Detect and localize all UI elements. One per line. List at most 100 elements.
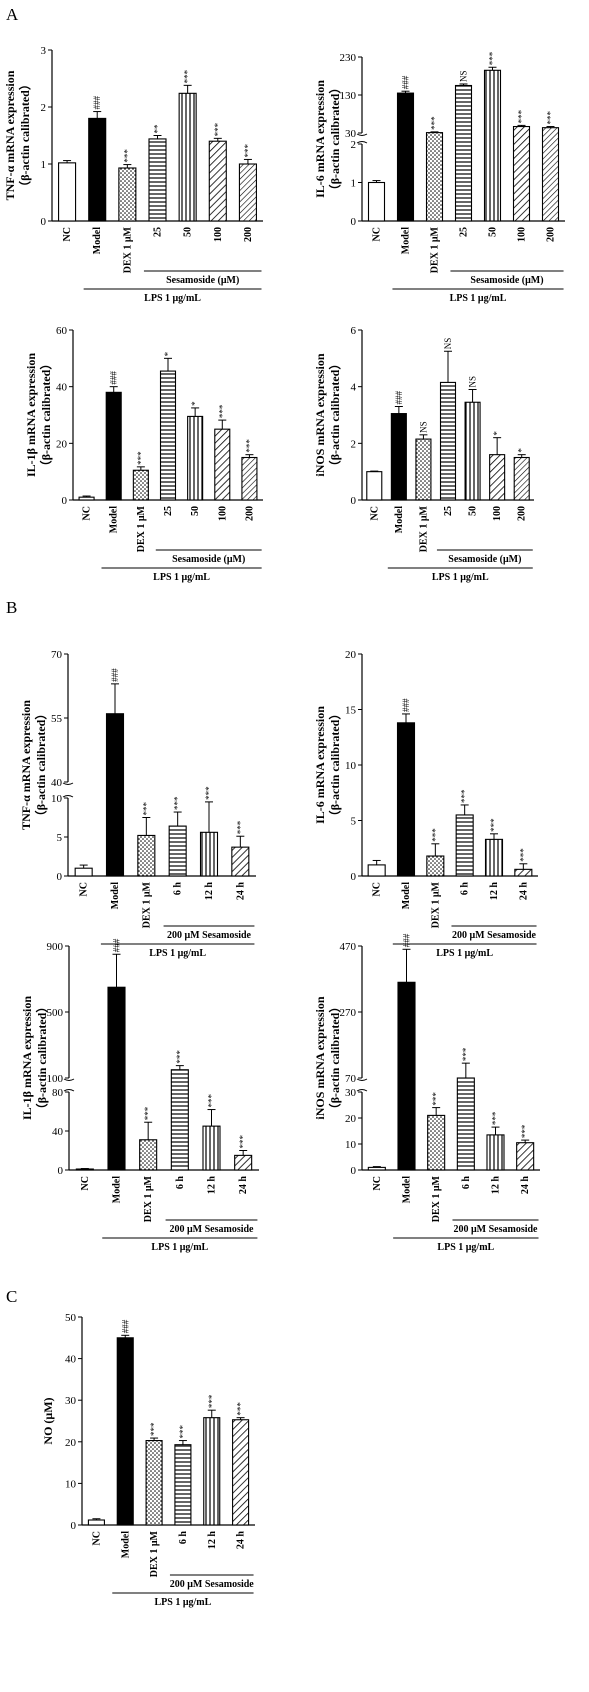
bar — [390, 413, 407, 501]
significance-label: ### — [92, 96, 102, 110]
bar — [75, 1168, 94, 1171]
y-tick-label: 10 — [51, 793, 63, 805]
y-tick-label: 3 — [41, 45, 47, 57]
y-axis-label: NO (μM) — [41, 1397, 55, 1444]
category-label: NC — [79, 882, 90, 896]
y-axis-label: TNF-α mRNA expression — [19, 700, 33, 830]
category-label: 12 h — [207, 1531, 218, 1550]
bar — [486, 1134, 505, 1171]
bar — [396, 92, 415, 222]
group-label: 200 μM Sesamoside — [454, 1224, 539, 1235]
bar — [105, 391, 122, 501]
bar — [367, 1166, 386, 1171]
significance-label: *** — [238, 1135, 248, 1149]
panel-label-a: A — [6, 5, 19, 24]
y-tick-label: 20 — [345, 1113, 357, 1125]
significance-label: *** — [488, 51, 498, 65]
y-tick-label: 40 — [65, 1354, 77, 1366]
bar — [87, 1519, 105, 1526]
significance-label: *** — [430, 116, 440, 130]
y-tick-label: 270 — [340, 1007, 357, 1019]
group-label: LPS 1 μg/mL — [149, 948, 206, 959]
category-label: DEX 1 μM — [141, 881, 152, 928]
group-label: LPS 1 μg/mL — [144, 293, 201, 304]
axis-break-mark — [356, 133, 368, 136]
category-label: 6 h — [173, 882, 184, 896]
axis-break-mark — [63, 1089, 75, 1092]
y-tick-label: 30 — [65, 1395, 77, 1407]
significance-label: NS — [418, 421, 428, 433]
bar — [455, 814, 474, 877]
category-label: NC — [80, 1176, 91, 1190]
y-axis: 0 2 4 6 — [351, 325, 363, 507]
y-tick-label: 500 — [47, 1007, 64, 1019]
significance-label: *** — [143, 1106, 153, 1120]
y-tick-label: 10 — [345, 1139, 357, 1151]
y-tick-label: 130 — [340, 90, 357, 102]
y-axis: 0 40 80 100 500 900 — [47, 941, 75, 1177]
bar — [232, 1419, 250, 1526]
category-label: DEX 1 μM — [143, 1175, 154, 1222]
bar — [426, 855, 445, 877]
chart-a4: 0 2 4 6 iNOS mRNA expression （β-actin calibra… — [313, 325, 534, 583]
significance-label: *** — [489, 818, 499, 832]
y-tick-label: 0 — [58, 1165, 64, 1177]
significance-label: *** — [235, 820, 245, 834]
bar — [415, 438, 432, 501]
category-label: DEX 1 μM — [430, 226, 441, 273]
y-tick-label: 100 — [47, 1073, 64, 1085]
y-tick-label: 60 — [56, 325, 68, 337]
y-tick-label: 2 — [351, 438, 357, 450]
significance-label: ### — [109, 371, 119, 385]
y-tick-label: 55 — [51, 713, 63, 725]
y-tick-label: 0 — [62, 495, 68, 507]
significance-label: *** — [136, 451, 146, 465]
significance-label: *** — [244, 439, 254, 453]
y-tick-label: 0 — [351, 216, 357, 228]
bar — [425, 132, 444, 222]
bar — [489, 454, 506, 501]
y-axis: 0 10 20 30 70 270 470 — [340, 941, 368, 1177]
group-label: 200 μM Sesamoside — [170, 1224, 255, 1235]
bar — [58, 162, 77, 222]
significance-label: *** — [236, 1402, 246, 1416]
category-label: 12 h — [491, 1176, 502, 1195]
significance-label: *** — [520, 1124, 530, 1138]
category-label: 6 h — [461, 1176, 472, 1190]
category-label: 25 — [163, 506, 174, 516]
category-label: 24 h — [238, 1176, 249, 1195]
bar — [187, 415, 204, 501]
axis-break-mark — [62, 795, 74, 798]
category-label: 100 — [517, 227, 528, 242]
group-label: Sesamoside (μM) — [448, 554, 521, 565]
chart-a3: 0 20 40 60 IL-1β mRNA expression （β-actin cal… — [24, 325, 263, 583]
bar — [107, 986, 126, 1171]
significance-label: *** — [243, 143, 253, 157]
axis-break-mark — [62, 782, 74, 785]
significance-label: NS — [468, 376, 478, 388]
category-label: 6 h — [175, 1176, 186, 1190]
y-axis-label: （β-actin calibrated） — [327, 1001, 342, 1116]
bar — [231, 846, 250, 877]
y-tick-label: 10 — [345, 760, 357, 772]
bar — [512, 125, 531, 222]
bar — [174, 1444, 192, 1526]
bar — [483, 69, 502, 222]
y-tick-label: 30 — [345, 1087, 357, 1099]
y-tick-label: 2 — [41, 102, 47, 114]
category-label: DEX 1 μM — [418, 505, 429, 552]
category-label: DEX 1 μM — [136, 505, 147, 552]
category-label: 200 — [517, 506, 528, 521]
group-label: LPS 1 μg/mL — [432, 572, 489, 583]
group-label: LPS 1 μg/mL — [450, 293, 507, 304]
significance-label: *** — [178, 1425, 188, 1439]
chart-b1: 0 5 10 40 55 70 TNF-α mRNA expression （β-actin … — [19, 649, 256, 959]
y-axis-label: IL-6 mRNA expression — [313, 80, 327, 198]
significance-label: *** — [431, 1092, 441, 1106]
y-tick-label: 10 — [65, 1478, 77, 1490]
category-label: NC — [369, 506, 380, 520]
bar — [214, 428, 231, 501]
bar — [148, 138, 167, 222]
significance-label: *** — [430, 828, 440, 842]
